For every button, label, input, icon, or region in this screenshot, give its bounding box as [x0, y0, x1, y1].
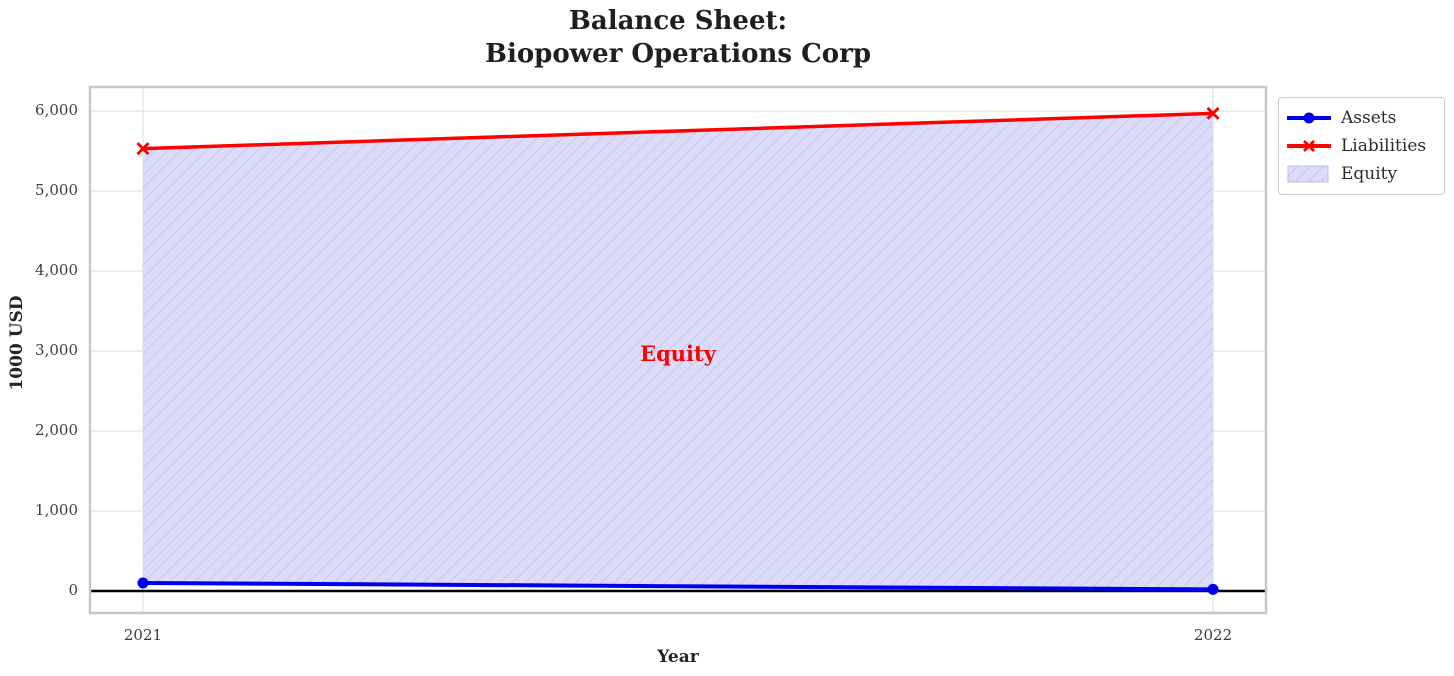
x-tick-label: 2022	[1193, 626, 1233, 644]
legend-label: Liabilities	[1341, 136, 1427, 156]
y-tick-label: 2,000	[35, 421, 78, 439]
legend-item-equity: Equity	[1287, 160, 1436, 188]
liabilities-marker	[136, 142, 150, 156]
legend-label: Equity	[1341, 164, 1398, 184]
legend: Assets Liabilities Equity	[1278, 97, 1445, 195]
legend-label: Assets	[1341, 108, 1397, 128]
assets-marker	[1207, 583, 1219, 595]
line-x-icon	[1287, 140, 1331, 152]
assets-line	[140, 581, 1216, 592]
legend-item-liabilities: Liabilities	[1287, 132, 1436, 160]
chart-title: Balance Sheet: Biopower Operations Corp	[484, 6, 872, 69]
hatch-patch-icon	[1287, 165, 1329, 183]
legend-item-assets: Assets	[1287, 104, 1436, 132]
y-tick-label: 5,000	[35, 181, 78, 199]
y-tick-label: 6,000	[35, 101, 78, 119]
assets-marker	[137, 577, 149, 589]
y-tick-label: 1,000	[35, 501, 78, 519]
y-tick-label: 3,000	[35, 341, 78, 359]
liabilities-marker	[1206, 106, 1220, 120]
liabilities-line	[141, 111, 1215, 151]
plot-border	[88, 85, 1268, 615]
x-axis-label: Year	[657, 647, 699, 667]
x-tick-label: 2021	[123, 626, 163, 644]
equity-area	[142, 113, 1214, 590]
y-tick-label: 0	[68, 581, 78, 599]
line-circle-icon	[1287, 112, 1331, 124]
equity-annotation: Equity	[640, 341, 716, 366]
y-tick-label: 4,000	[35, 261, 78, 279]
